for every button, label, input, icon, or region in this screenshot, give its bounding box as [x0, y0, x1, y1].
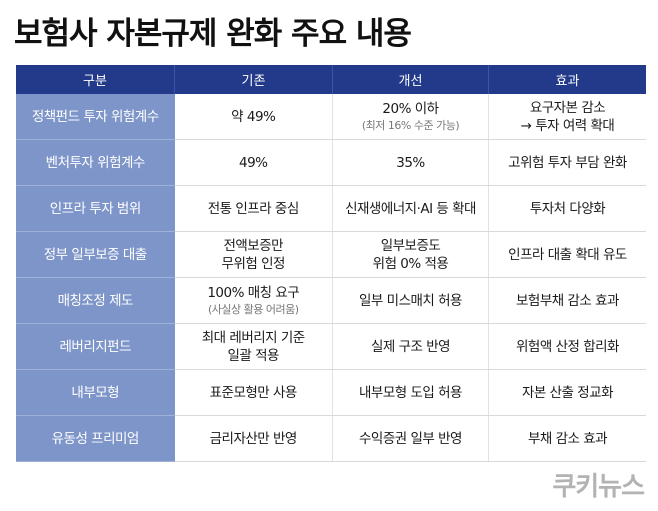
table-row: 인프라 투자 범위 전통 인프라 중심 신재생에너지·AI 등 확대 투자처 다양화 — [16, 185, 646, 232]
page-title: 보험사 자본규제 완화 주요 내용 — [14, 16, 412, 52]
category-cell: 내부모형 — [16, 369, 175, 416]
table-row: 벤처투자 위험계수 49% 35% 고위험 투자 부담 완화 — [16, 139, 646, 186]
after-cell-line: 신재생에너지·AI 등 확대 — [345, 200, 476, 217]
category-cell: 인프라 투자 범위 — [16, 185, 175, 232]
table-row: 정책펀드 투자 위험계수 약 49% 20% 이하 (최저 16% 수준 가능) 요구자… — [16, 94, 646, 140]
effect-cell: 인프라 대출 확대 유도 — [488, 231, 646, 278]
before-cell: 49% — [174, 139, 333, 186]
table-header-row: 구분 기존 개선 효과 — [16, 65, 646, 94]
table-row: 매칭조정 제도 100% 매칭 요구 (사실상 활용 어려움) 일부 미스매치 허용 보… — [16, 277, 646, 324]
effect-cell-line: 요구자본 감소 — [529, 99, 606, 116]
after-cell: 내부모형 도입 허용 — [332, 369, 489, 416]
effect-cell-line: 위험액 산정 합리화 — [516, 338, 619, 355]
effect-cell: 보험부채 감소 효과 — [488, 277, 646, 324]
before-cell-line: 표준모형만 사용 — [209, 384, 298, 401]
after-cell-line: 일부 미스매치 허용 — [359, 292, 462, 309]
before-cell: 전액보증만 무위험 인정 — [174, 231, 333, 278]
effect-cell: 요구자본 감소 → 투자 여력 확대 — [488, 94, 646, 140]
after-cell-line: 20% 이하 — [382, 101, 439, 117]
effect-cell: 위험액 산정 합리화 — [488, 323, 646, 370]
effect-cell-line: 부채 감소 효과 — [527, 430, 608, 447]
comparison-table: 구분 기존 개선 효과 정책펀드 투자 위험계수 약 49% 20% 이하 (최저 1… — [16, 65, 646, 462]
effect-cell: 투자처 다양화 — [488, 185, 646, 232]
category-cell: 유동성 프리미엄 — [16, 415, 175, 462]
before-cell: 약 49% — [174, 94, 333, 140]
category-cell: 정책펀드 투자 위험계수 — [16, 94, 175, 140]
after-cell: 일부 미스매치 허용 — [332, 277, 489, 324]
after-cell-line: 위험 0% 적용 — [372, 255, 449, 272]
effect-cell-line: 투자처 다양화 — [529, 200, 606, 217]
effect-cell-line: 고위험 투자 부담 완화 — [508, 154, 627, 171]
before-cell-line: 금리자산만 반영 — [209, 430, 298, 447]
effect-cell-line: 인프라 대출 확대 유도 — [508, 246, 627, 263]
category-cell: 레버리지펀드 — [16, 323, 175, 370]
before-cell-line: 전액보증만 — [223, 237, 284, 254]
after-cell: 일부보증도 위험 0% 적용 — [332, 231, 489, 278]
header-effect: 효과 — [488, 65, 646, 94]
effect-cell-line: → 투자 여력 확대 — [520, 117, 615, 134]
header-after: 개선 — [332, 65, 489, 94]
table-row: 정부 일부보증 대출 전액보증만 무위험 인정 일부보증도 위험 0% 적용 인프라 대출… — [16, 231, 646, 278]
before-cell-line: 49% — [238, 154, 268, 171]
before-cell: 최대 레버리지 기준 일괄 적용 — [174, 323, 333, 370]
before-cell-line: 무위험 인정 — [221, 255, 286, 272]
table-body: 정책펀드 투자 위험계수 약 49% 20% 이하 (최저 16% 수준 가능) 요구자… — [16, 94, 646, 462]
effect-cell-line: 보험부채 감소 효과 — [516, 292, 619, 309]
effect-cell: 자본 산출 정교화 — [488, 369, 646, 416]
after-cell: 수익증권 일부 반영 — [332, 415, 489, 462]
after-cell-line: 일부보증도 — [380, 237, 441, 254]
before-cell-line: 100% 매칭 요구 — [207, 285, 300, 301]
effect-cell: 고위험 투자 부담 완화 — [488, 139, 646, 186]
before-cell-line: 일괄 적용 — [227, 347, 280, 364]
before-cell: 표준모형만 사용 — [174, 369, 333, 416]
category-cell: 매칭조정 제도 — [16, 277, 175, 324]
after-cell-line: 실제 구조 반영 — [370, 338, 451, 355]
after-cell-line: 내부모형 도입 허용 — [359, 384, 462, 401]
after-cell-line: 35% — [396, 154, 425, 171]
table-row: 레버리지펀드 최대 레버리지 기준 일괄 적용 실제 구조 반영 위험액 산정 합리화 — [16, 323, 646, 370]
before-cell-line: 최대 레버리지 기준 — [201, 329, 305, 346]
after-cell-note: (최저 16% 수준 가능) — [361, 119, 460, 132]
before-cell-note: (사실상 활용 어려움) — [207, 303, 299, 316]
before-cell-line: 전통 인프라 중심 — [207, 200, 300, 217]
effect-cell: 부채 감소 효과 — [488, 415, 646, 462]
after-cell: 20% 이하 (최저 16% 수준 가능) — [332, 94, 489, 140]
after-cell: 실제 구조 반영 — [332, 323, 489, 370]
publisher-logo: 쿠키뉴스 — [552, 472, 645, 502]
after-cell-line: 수익증권 일부 반영 — [359, 430, 462, 447]
category-cell: 벤처투자 위험계수 — [16, 139, 175, 186]
before-cell: 금리자산만 반영 — [174, 415, 333, 462]
before-cell: 100% 매칭 요구 (사실상 활용 어려움) — [174, 277, 333, 324]
category-cell: 정부 일부보증 대출 — [16, 231, 175, 278]
before-cell: 전통 인프라 중심 — [174, 185, 333, 232]
after-cell: 35% — [332, 139, 489, 186]
header-category: 구분 — [16, 65, 175, 94]
before-cell-line: 약 49% — [231, 108, 276, 125]
table-row: 내부모형 표준모형만 사용 내부모형 도입 허용 자본 산출 정교화 — [16, 369, 646, 416]
after-cell: 신재생에너지·AI 등 확대 — [332, 185, 489, 232]
table-row: 유동성 프리미엄 금리자산만 반영 수익증권 일부 반영 부채 감소 효과 — [16, 415, 646, 462]
header-before: 기존 — [174, 65, 333, 94]
effect-cell-line: 자본 산출 정교화 — [521, 384, 614, 401]
